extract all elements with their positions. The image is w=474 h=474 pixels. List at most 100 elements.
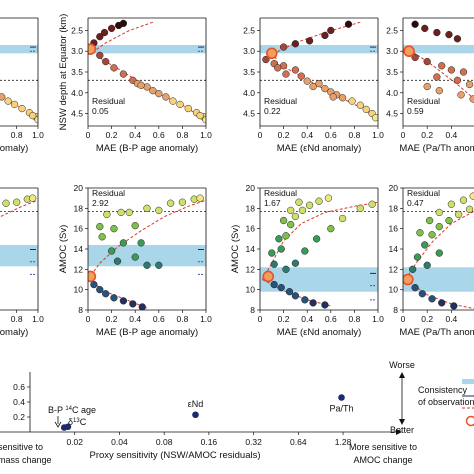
data-point (438, 299, 446, 307)
data-point (178, 198, 187, 206)
data-point (119, 19, 128, 28)
data-point (433, 28, 441, 37)
data-point (10, 100, 19, 109)
y-tick-label: 14 (246, 244, 256, 254)
y-tick-label: 16 (389, 224, 399, 234)
residual-value: 1.67 (264, 198, 281, 208)
data-point (324, 194, 333, 202)
data-point (279, 43, 288, 51)
x-tick-label: 0.2 (421, 130, 433, 140)
data-point (13, 198, 21, 206)
data-point (321, 301, 329, 309)
data-point (270, 280, 278, 289)
data-point (287, 220, 295, 229)
consistency-band (260, 45, 378, 54)
data-point (4, 97, 12, 105)
data-point (291, 212, 300, 221)
data-point (421, 241, 429, 249)
panel-2: 0 0.2 0.4 0.6 0.8 1.0 2.5 3.0 3.5 4.0 4.5 MAE (εNd … (243, 17, 384, 154)
x-tick-label: 0 (401, 130, 406, 140)
y-tick-label: 3.5 (386, 67, 398, 77)
y-tick-label: 8 (393, 305, 398, 315)
x-tick-label: 0.8 (11, 130, 23, 140)
superscript: 14 (65, 406, 72, 412)
best-fit-marker (403, 45, 415, 58)
residual-label: Residual (407, 188, 440, 198)
y-tick-label: 2.5 (71, 25, 83, 35)
data-point (98, 233, 106, 241)
y-tick-label: 8 (250, 305, 255, 315)
better-label: Better (390, 425, 414, 435)
x-tick-label: 0.6 (153, 130, 165, 140)
data-point (301, 247, 309, 255)
data-point (321, 84, 329, 93)
panel-3: 0 0.2 0.4 2.5 3.0 3.5 4.0 4.5 MAE (Pa/Th anom Res… (386, 17, 474, 154)
legend-title: Consistency (418, 385, 468, 395)
y-tick-label: 14 (389, 244, 399, 254)
x-axis-label: MAE (Pa/Th anom (399, 327, 474, 338)
data-point (459, 68, 468, 76)
y-tick-label: 20 (246, 183, 256, 193)
data-point (356, 204, 364, 212)
data-point (184, 104, 192, 113)
x-axis-label: MAE (B-P age anomaly) (96, 327, 198, 338)
left-caption: sensitive to (0, 442, 43, 452)
residual-value: 0.47 (407, 198, 424, 208)
data-point (18, 104, 26, 113)
panel-4: 0.8 1.0 omaly) (0, 187, 44, 338)
data-point (155, 89, 163, 98)
data-point (143, 261, 151, 269)
data-point (162, 93, 170, 101)
data-point (102, 57, 110, 66)
y-tick-label: 18 (389, 203, 399, 213)
data-point (110, 225, 118, 233)
x-axis-label: MAE (B-P age anomaly) (96, 143, 198, 154)
x-tick-label: 0.4 (301, 314, 313, 324)
y-tick-label: 12 (389, 264, 399, 274)
data-point (321, 31, 329, 40)
summary-y-tick-label: 0.6 (13, 382, 25, 392)
data-point (433, 73, 441, 81)
plot-area (0, 194, 38, 267)
proxy-point (64, 423, 72, 431)
data-point (119, 70, 128, 78)
y-tick-label: 4.5 (243, 109, 255, 119)
y-tick-label: 20 (389, 183, 399, 193)
panel-6: 0 0.2 0.4 0.6 0.8 1.0 8 10 12 14 16 18 20 MAE (εNd an… (230, 183, 384, 338)
data-point (447, 66, 456, 74)
data-point (2, 199, 10, 207)
label-arrow (54, 421, 62, 428)
residual-value: 0.59 (407, 106, 424, 116)
data-point (409, 265, 417, 273)
data-point (291, 292, 300, 300)
y-tick-label: 2.5 (386, 25, 398, 35)
data-point (285, 288, 294, 296)
data-point (110, 294, 118, 302)
x-tick-label: 0.2 (106, 130, 118, 140)
data-point (438, 62, 446, 70)
x-tick-label: 0.8 (176, 130, 188, 140)
x-tick-label: 0 (258, 130, 263, 140)
residual-value: 0.22 (264, 106, 281, 116)
best-fit-marker (88, 270, 97, 283)
y-tick-label: 20 (74, 183, 84, 193)
data-point (196, 111, 204, 120)
plot-area (0, 45, 38, 124)
data-point (411, 283, 419, 292)
x-tick-label: 0.2 (278, 130, 290, 140)
best-fit-marker (88, 43, 97, 55)
summary-x-tick-label: 0.32 (245, 437, 262, 447)
data-point (291, 259, 300, 267)
y-tick-label: 2.5 (243, 25, 255, 35)
fit-line (0, 199, 38, 218)
legend-title: of observations (418, 397, 474, 407)
data-point (329, 93, 337, 101)
residual-value: 2.92 (92, 198, 109, 208)
summary-x-tick-label: 1.28 (335, 437, 352, 447)
data-point (190, 195, 198, 203)
proxy-point (192, 411, 199, 419)
plot-area (403, 20, 474, 103)
summary-x-tick-label: 0.02 (66, 437, 83, 447)
data-point (459, 196, 468, 204)
data-point (303, 77, 311, 85)
